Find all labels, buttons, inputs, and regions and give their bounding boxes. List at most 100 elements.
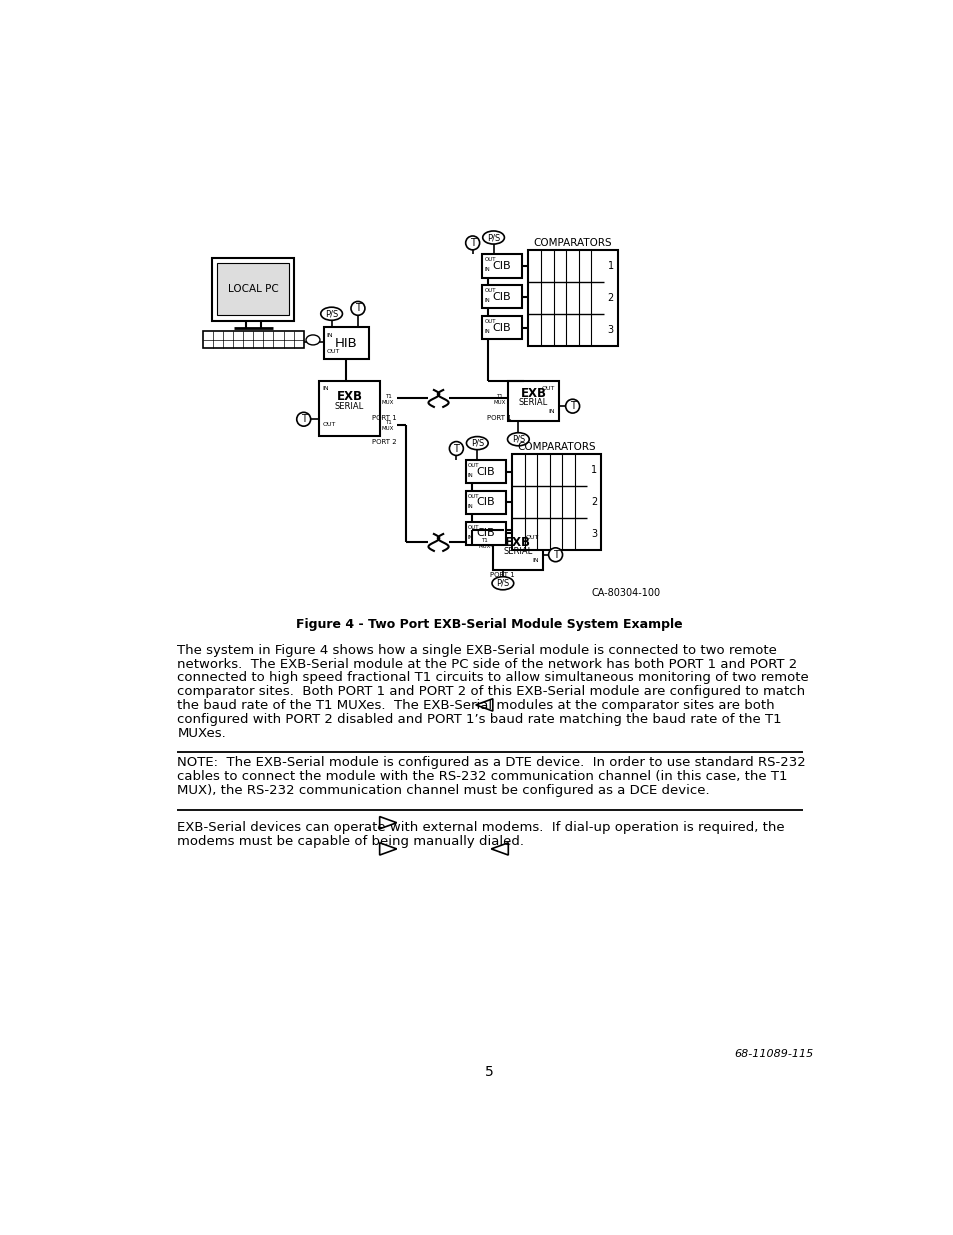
Text: T1: T1 — [480, 537, 487, 542]
Text: T: T — [569, 401, 575, 411]
Text: MUX: MUX — [381, 426, 394, 431]
Bar — [203, 331, 303, 348]
Polygon shape — [491, 842, 508, 855]
Text: networks.  The EXB-Serial module at the PC side of the network has both PORT 1 a: networks. The EXB-Serial module at the P… — [177, 657, 797, 671]
Text: MUX: MUX — [381, 400, 394, 405]
Ellipse shape — [466, 436, 488, 450]
Text: 68-11089-115: 68-11089-115 — [734, 1050, 813, 1060]
Text: 2: 2 — [607, 293, 613, 303]
Text: CIB: CIB — [493, 291, 511, 301]
Text: OUT: OUT — [468, 525, 479, 530]
Text: SERIAL: SERIAL — [518, 398, 548, 406]
Text: configured with PORT 2 disabled and PORT 1’s baud rate matching the baud rate of: configured with PORT 2 disabled and PORT… — [177, 713, 781, 726]
Text: EXB: EXB — [520, 387, 546, 400]
Text: CIB: CIB — [493, 261, 511, 270]
Polygon shape — [379, 816, 396, 829]
Text: IN: IN — [468, 473, 474, 478]
Text: IN: IN — [484, 329, 490, 333]
Bar — [319, 380, 379, 436]
Ellipse shape — [296, 412, 311, 426]
Text: 3: 3 — [607, 325, 613, 335]
Text: MUX), the RS-232 communication channel must be configured as a DCE device.: MUX), the RS-232 communication channel m… — [177, 784, 709, 797]
Text: MUX: MUX — [493, 400, 505, 405]
Text: 2: 2 — [591, 496, 597, 508]
Text: IN: IN — [532, 558, 538, 563]
Text: modems must be capable of being manually dialed.: modems must be capable of being manually… — [177, 835, 524, 847]
Text: Figure 4 - Two Port EXB-Serial Module System Example: Figure 4 - Two Port EXB-Serial Module Sy… — [295, 618, 681, 631]
Text: connected to high speed fractional T1 circuits to allow simultaneous monitoring : connected to high speed fractional T1 ci… — [177, 672, 808, 684]
Text: IN: IN — [326, 332, 333, 338]
Bar — [493, 530, 542, 571]
Bar — [465, 521, 505, 545]
Text: OUT: OUT — [326, 350, 339, 354]
Ellipse shape — [465, 236, 479, 249]
Text: PORT 1: PORT 1 — [486, 415, 511, 421]
Bar — [481, 285, 521, 309]
Text: CA-80304-100: CA-80304-100 — [592, 588, 660, 598]
Text: IN: IN — [484, 298, 490, 303]
Text: MUX: MUX — [477, 543, 490, 548]
Text: OUT: OUT — [468, 463, 479, 468]
Text: CIB: CIB — [493, 322, 511, 332]
Text: IN: IN — [468, 504, 474, 509]
Text: 3: 3 — [591, 529, 597, 540]
Bar — [481, 254, 521, 278]
Text: IN: IN — [322, 387, 329, 391]
Text: T1: T1 — [384, 394, 391, 399]
Text: 1: 1 — [607, 261, 613, 270]
Text: OUT: OUT — [541, 387, 555, 391]
Text: cables to connect the module with the RS-232 communication channel (in this case: cables to connect the module with the RS… — [177, 769, 787, 783]
Text: T: T — [453, 443, 458, 453]
Text: SERIAL: SERIAL — [335, 401, 364, 411]
Text: T1: T1 — [384, 420, 391, 425]
Text: the baud rate of the T1 MUXes.  The EXB-Serial modules at the comparator sites a: the baud rate of the T1 MUXes. The EXB-S… — [177, 699, 774, 713]
Text: OUT: OUT — [525, 535, 538, 541]
Text: OUT: OUT — [484, 319, 496, 324]
Text: T: T — [300, 414, 306, 425]
Text: CIB: CIB — [476, 529, 495, 538]
Ellipse shape — [306, 335, 319, 345]
Polygon shape — [476, 699, 493, 711]
Bar — [465, 461, 505, 483]
Bar — [481, 316, 521, 340]
Ellipse shape — [492, 577, 513, 590]
Text: P/S: P/S — [486, 233, 499, 242]
Ellipse shape — [351, 301, 365, 315]
Text: OUT: OUT — [468, 494, 479, 499]
Text: MUXes.: MUXes. — [177, 727, 226, 740]
Text: The system in Figure 4 shows how a single EXB-Serial module is connected to two : The system in Figure 4 shows how a singl… — [177, 643, 777, 657]
Ellipse shape — [548, 548, 562, 562]
Bar — [528, 249, 617, 346]
Text: 5: 5 — [484, 1066, 493, 1079]
Text: OUT: OUT — [484, 288, 496, 293]
Ellipse shape — [482, 231, 504, 245]
Polygon shape — [379, 842, 396, 855]
Text: PORT 2: PORT 2 — [372, 438, 396, 445]
Ellipse shape — [507, 432, 529, 446]
Bar — [323, 327, 369, 359]
Text: EXB: EXB — [504, 536, 531, 548]
Bar — [212, 258, 294, 321]
Text: IN: IN — [468, 535, 474, 540]
Text: PORT 1: PORT 1 — [489, 572, 514, 578]
Text: EXB: EXB — [336, 389, 362, 403]
Ellipse shape — [565, 399, 579, 412]
Text: 1: 1 — [591, 464, 597, 475]
Text: PORT 1: PORT 1 — [372, 415, 396, 421]
Text: P/S: P/S — [511, 435, 524, 443]
Bar — [465, 490, 505, 514]
Text: COMPARATORS: COMPARATORS — [517, 442, 596, 452]
Ellipse shape — [449, 442, 463, 456]
Bar — [216, 263, 289, 315]
Text: CIB: CIB — [476, 498, 495, 508]
Text: T: T — [469, 238, 476, 248]
Bar — [512, 454, 600, 550]
Text: T: T — [552, 550, 558, 559]
Text: HIB: HIB — [335, 336, 357, 350]
Text: LOCAL PC: LOCAL PC — [228, 284, 278, 294]
Bar — [508, 380, 558, 421]
Text: IN: IN — [484, 267, 490, 273]
Text: T1: T1 — [496, 394, 502, 399]
Text: COMPARATORS: COMPARATORS — [533, 238, 612, 248]
Text: P/S: P/S — [470, 438, 483, 447]
